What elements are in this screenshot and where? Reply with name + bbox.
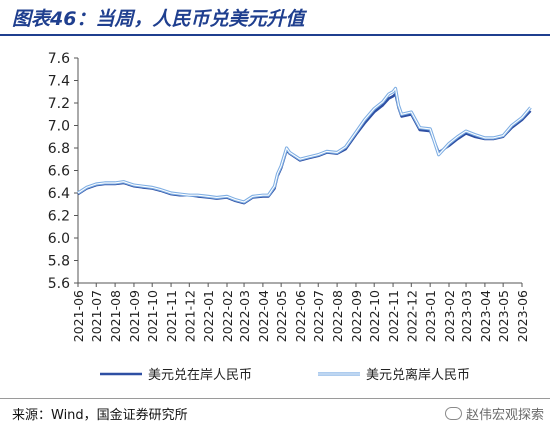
x-tick-label: 2021-06 — [71, 290, 86, 342]
x-tick-label: 2023-05 — [496, 290, 511, 342]
y-tick-label: 5.6 — [48, 276, 70, 292]
x-tick-label: 2022-03 — [237, 290, 252, 342]
x-tick-label: 2023-03 — [459, 290, 474, 342]
page-title: 图表46：当周，人民币兑美元升值 — [12, 8, 305, 30]
x-tick-label: 2021-09 — [127, 290, 142, 342]
x-tick-label: 2023-06 — [515, 290, 530, 342]
y-tick-label: 6.0 — [48, 231, 70, 247]
x-tick-label: 2021-11 — [164, 290, 179, 342]
x-tick-label: 2023-01 — [423, 290, 438, 342]
source-divider — [0, 398, 550, 399]
x-tick-label: 2022-11 — [386, 290, 401, 342]
y-tick-label: 5.8 — [48, 254, 70, 270]
x-tick-label: 2023-04 — [478, 290, 493, 342]
x-tick-label: 2021-12 — [182, 290, 197, 342]
x-tick-label: 2022-05 — [274, 290, 289, 342]
wechat-icon — [444, 407, 462, 420]
x-tick-label: 2022-10 — [367, 290, 382, 342]
y-tick-label: 7.0 — [48, 119, 70, 135]
watermark: 赵伟宏观探索 — [444, 404, 544, 423]
x-tick-label: 2022-01 — [201, 290, 216, 342]
x-tick-label: 2021-10 — [145, 290, 160, 342]
x-tick-label: 2022-08 — [330, 290, 345, 342]
x-tick-label: 2022-09 — [349, 290, 364, 342]
x-tick-label: 2022-02 — [220, 290, 235, 342]
source-note: 来源：Wind，国金证券研究所 — [12, 408, 188, 423]
title-divider — [0, 34, 550, 36]
y-tick-label: 7.4 — [48, 74, 70, 90]
x-axis: 2021-06 2021-07 2021-08 2021-09 2021-10 2021-… — [71, 282, 530, 342]
y-tick-label: 7.2 — [48, 96, 70, 112]
x-tick-label: 2023-02 — [442, 290, 457, 342]
y-axis: 7.6 7.4 7.2 7.0 6.8 6.6 6.4 6.2 6.0 5.8 5.6 — [48, 51, 79, 292]
x-tick-label: 2022-07 — [311, 290, 326, 342]
series-line-offshore-inner — [77, 87, 531, 203]
series-line-offshore — [77, 86, 532, 204]
y-tick-label: 6.6 — [48, 164, 70, 180]
legend-label: 美元兑在岸人民币 — [148, 368, 252, 383]
y-tick-label: 6.4 — [48, 186, 70, 202]
x-tick-label: 2022-12 — [404, 290, 419, 342]
watermark-text: 赵伟宏观探索 — [465, 408, 544, 423]
legend-label: 美元兑离岸人民币 — [366, 367, 470, 383]
y-tick-label: 6.2 — [48, 209, 70, 225]
x-tick-label: 2021-08 — [108, 290, 123, 342]
x-tick-label: 2022-06 — [293, 290, 308, 342]
y-tick-label: 7.6 — [48, 51, 70, 67]
y-tick-label: 6.8 — [48, 141, 70, 157]
plot-area — [77, 86, 532, 205]
chart-legend: 美元兑在岸人民币 美元兑离岸人民币 — [100, 367, 470, 383]
x-tick-label: 2022-04 — [256, 290, 271, 342]
x-tick-label: 2021-07 — [89, 290, 104, 342]
exchange-rate-chart: 7.6 7.4 7.2 7.0 6.8 6.6 6.4 6.2 6.0 5.8 5.6 2021-0… — [48, 51, 532, 383]
